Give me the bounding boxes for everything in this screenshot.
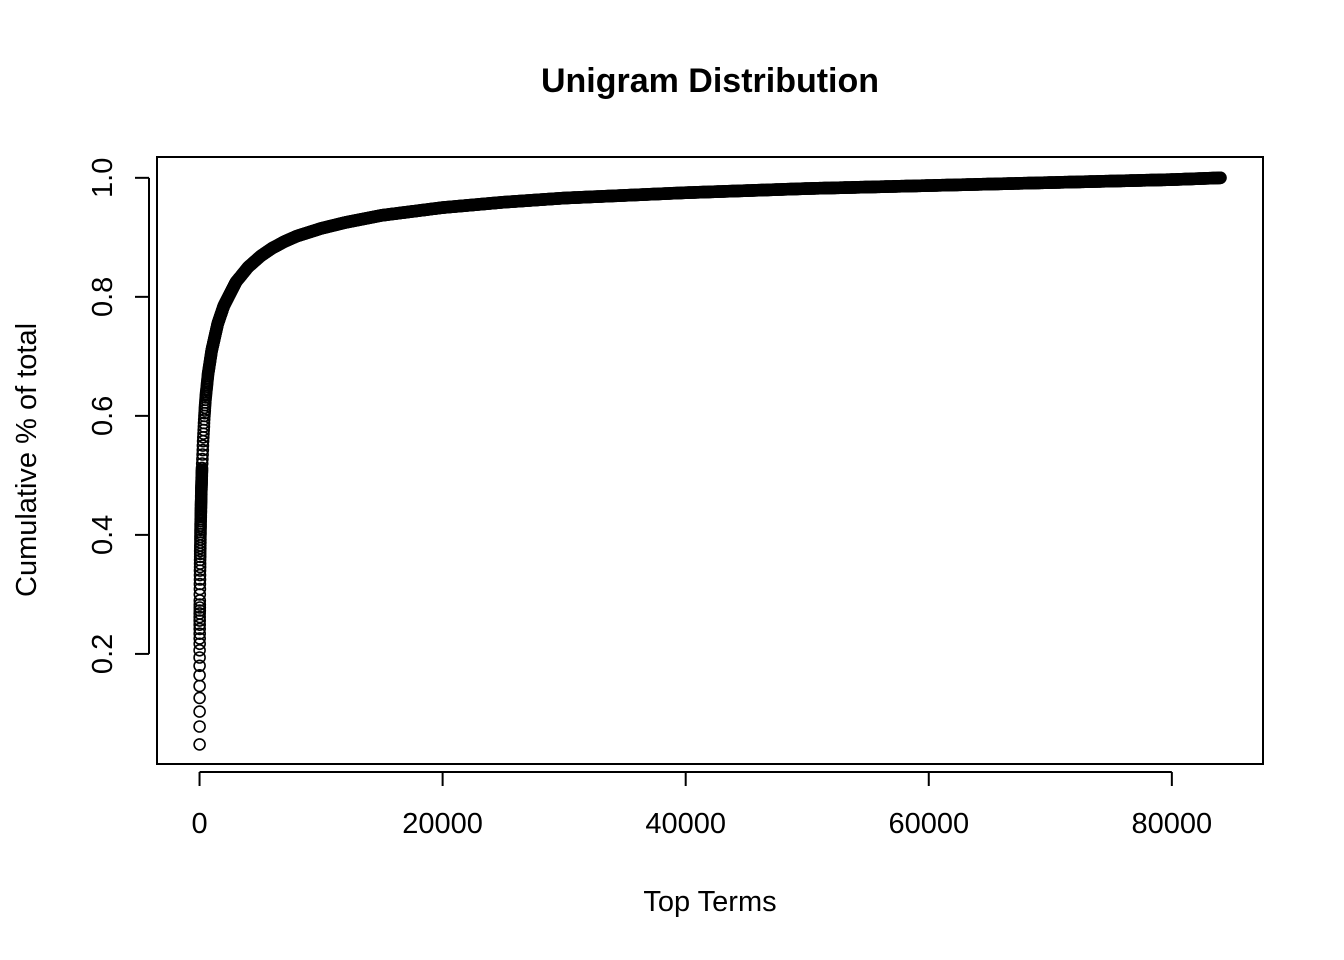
data-point (193, 679, 206, 693)
data-point (195, 461, 209, 475)
data-point (193, 557, 207, 570)
data-point (196, 443, 210, 457)
y-axis: 0.2 0.4 0.6 0.8 1.0 (87, 158, 150, 674)
data-point (193, 705, 206, 718)
data-point (193, 637, 206, 651)
data-point (193, 614, 206, 627)
y-axis-label: Cumulative % of total (11, 323, 43, 597)
data-point (1214, 171, 1227, 185)
data-point (193, 610, 206, 624)
data-point (196, 448, 209, 461)
y-tick-label: 0.2 (87, 634, 119, 674)
data-point (193, 577, 207, 591)
plot-area-frame (156, 156, 1264, 765)
y-tick-label: 1.0 (87, 158, 119, 198)
data-point (193, 738, 206, 751)
x-tick-label: 60000 (888, 808, 969, 840)
x-axis: 0 20000 40000 60000 80000 (191, 771, 1213, 840)
data-points (193, 171, 1227, 751)
data-point (193, 659, 206, 673)
data-point (193, 622, 206, 636)
x-axis-label: Top Terms (643, 886, 776, 918)
y-tick-label: 0.4 (87, 515, 119, 555)
data-point (193, 691, 206, 705)
x-tick-label: 20000 (402, 808, 483, 840)
x-tick-label: 40000 (645, 808, 726, 840)
data-point (193, 651, 206, 664)
data-point (193, 573, 207, 586)
chart-title: Unigram Distribution (541, 62, 879, 100)
data-point (193, 582, 207, 596)
data-point (193, 598, 207, 611)
data-point (193, 668, 206, 682)
data-point (196, 439, 210, 452)
y-tick-label: 0.8 (87, 277, 119, 317)
x-tick-label: 0 (191, 808, 207, 840)
data-point (197, 416, 211, 430)
data-point (193, 720, 206, 733)
data-point (196, 452, 209, 466)
x-tick-label: 80000 (1132, 808, 1213, 840)
data-point (193, 643, 206, 657)
data-point (195, 457, 209, 470)
y-tick-label: 0.6 (87, 396, 119, 436)
data-point (193, 632, 206, 645)
data-point (193, 627, 206, 641)
